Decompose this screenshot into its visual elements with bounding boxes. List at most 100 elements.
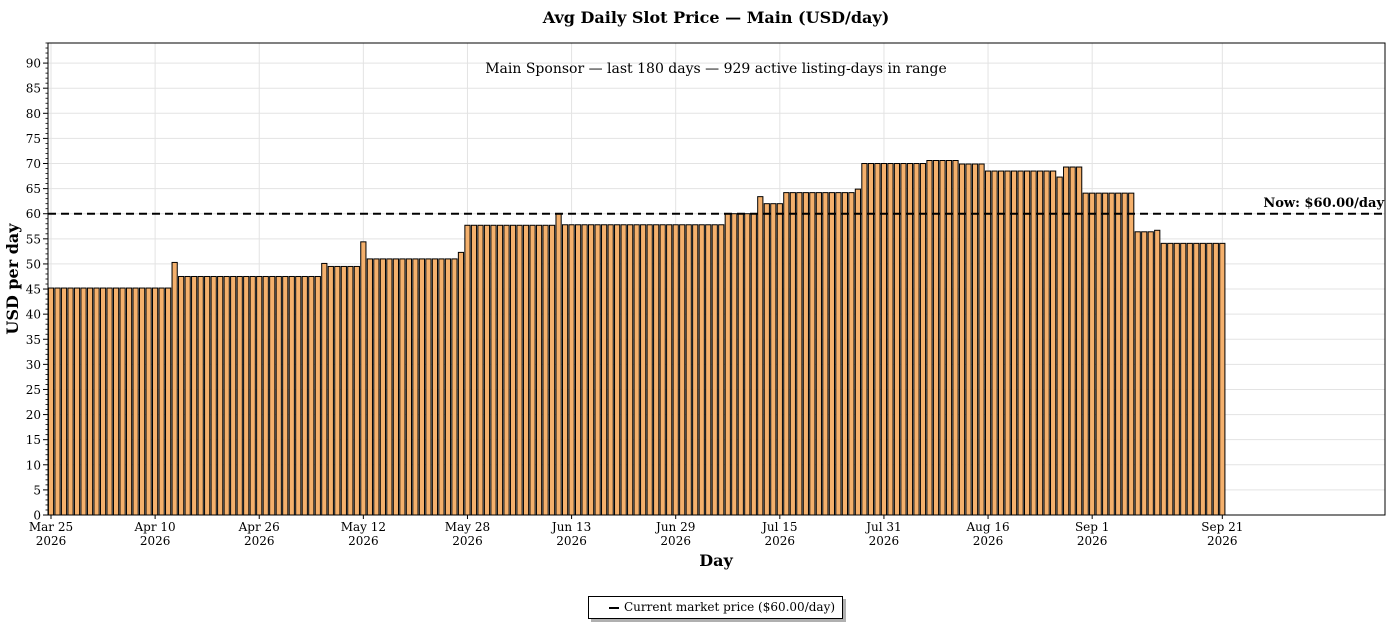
bar xyxy=(653,224,660,516)
y-tick-label: 55 xyxy=(26,232,41,246)
bars xyxy=(47,160,1226,516)
bar xyxy=(360,241,367,516)
bar xyxy=(1193,242,1200,516)
bar xyxy=(1069,166,1076,516)
bar xyxy=(1141,231,1148,516)
bar xyxy=(984,170,992,516)
bar xyxy=(574,224,582,516)
y-tick-label: 90 xyxy=(26,57,41,71)
bar xyxy=(125,287,133,516)
bar xyxy=(106,287,113,516)
bar xyxy=(880,163,888,516)
bar xyxy=(1167,242,1174,516)
y-tick-label: 30 xyxy=(26,358,41,372)
y-tick-label: 35 xyxy=(26,333,41,347)
x-tick-year-label: 2026 xyxy=(556,534,587,548)
bar xyxy=(1219,242,1226,516)
bar xyxy=(373,258,380,516)
x-tick-label: Jul 31 xyxy=(864,520,901,534)
y-tick-label: 60 xyxy=(26,207,41,221)
bar xyxy=(54,287,61,516)
bar xyxy=(640,224,647,516)
bar xyxy=(249,275,256,516)
x-tick-year-label: 2026 xyxy=(973,534,1004,548)
bar xyxy=(217,275,224,516)
bar xyxy=(503,224,510,516)
bar xyxy=(744,213,751,516)
y-tick-label: 0 xyxy=(33,509,41,523)
legend-dash-icon xyxy=(609,607,619,609)
bar xyxy=(958,163,966,516)
x-tick-label: Jun 29 xyxy=(654,520,695,534)
bar xyxy=(588,224,595,516)
bar xyxy=(269,275,276,516)
bar xyxy=(308,275,315,516)
bar xyxy=(887,163,894,516)
bar xyxy=(737,213,744,516)
x-tick-label: Sep 21 xyxy=(1201,520,1243,534)
bar xyxy=(620,224,627,516)
x-tick-label: May 28 xyxy=(445,520,490,534)
bar xyxy=(256,275,263,516)
bar xyxy=(705,224,712,516)
bar xyxy=(1050,170,1057,516)
bar xyxy=(418,258,426,516)
bar xyxy=(561,224,569,516)
bar xyxy=(321,262,328,516)
bar xyxy=(379,258,386,516)
bar xyxy=(477,224,484,516)
y-tick-label: 65 xyxy=(26,182,41,196)
bar xyxy=(1180,242,1187,516)
bar xyxy=(1108,192,1115,516)
bar xyxy=(230,275,237,516)
bar xyxy=(965,163,972,516)
bar xyxy=(1199,242,1206,516)
bar xyxy=(731,213,738,516)
bar xyxy=(906,163,914,516)
bar xyxy=(724,213,731,516)
bar xyxy=(614,224,621,516)
x-tick-label: Jun 13 xyxy=(550,520,591,534)
bar xyxy=(275,275,282,516)
bar xyxy=(666,224,673,516)
y-tick-label: 10 xyxy=(26,458,41,472)
bar xyxy=(301,275,308,516)
bar xyxy=(464,224,471,516)
y-tick-label: 5 xyxy=(33,483,41,497)
chart-subtitle: Main Sponsor — last 180 days — 929 activ… xyxy=(485,61,947,77)
y-tick-label: 85 xyxy=(26,82,41,96)
bar xyxy=(243,275,250,516)
bar xyxy=(1147,231,1154,516)
bar xyxy=(893,163,901,516)
x-tick-year-label: 2026 xyxy=(140,534,171,548)
x-tick-label: Mar 25 xyxy=(29,520,73,534)
bar xyxy=(796,192,803,516)
bar xyxy=(1154,229,1161,516)
bar xyxy=(47,287,55,516)
x-tick-year-label: 2026 xyxy=(1207,534,1238,548)
bar xyxy=(516,224,523,516)
bar xyxy=(1043,170,1050,516)
bar xyxy=(1206,242,1213,516)
bar xyxy=(490,224,497,516)
bar xyxy=(210,275,217,516)
x-tick-year-label: 2026 xyxy=(660,534,691,548)
bar xyxy=(1173,242,1180,516)
y-tick-label: 50 xyxy=(26,257,41,271)
bar xyxy=(685,224,692,516)
y-tick-label: 25 xyxy=(26,383,41,397)
bar xyxy=(67,287,74,516)
bar xyxy=(412,258,419,516)
bar xyxy=(184,275,191,516)
bar xyxy=(99,287,107,516)
bar xyxy=(145,287,152,516)
y-tick-label: 15 xyxy=(26,433,41,447)
bar xyxy=(802,192,809,516)
bar xyxy=(509,224,517,516)
y-axis-label: USD per day xyxy=(3,223,22,335)
bar xyxy=(191,275,198,516)
bar xyxy=(568,224,575,516)
bar xyxy=(457,251,465,516)
bar xyxy=(633,224,640,516)
